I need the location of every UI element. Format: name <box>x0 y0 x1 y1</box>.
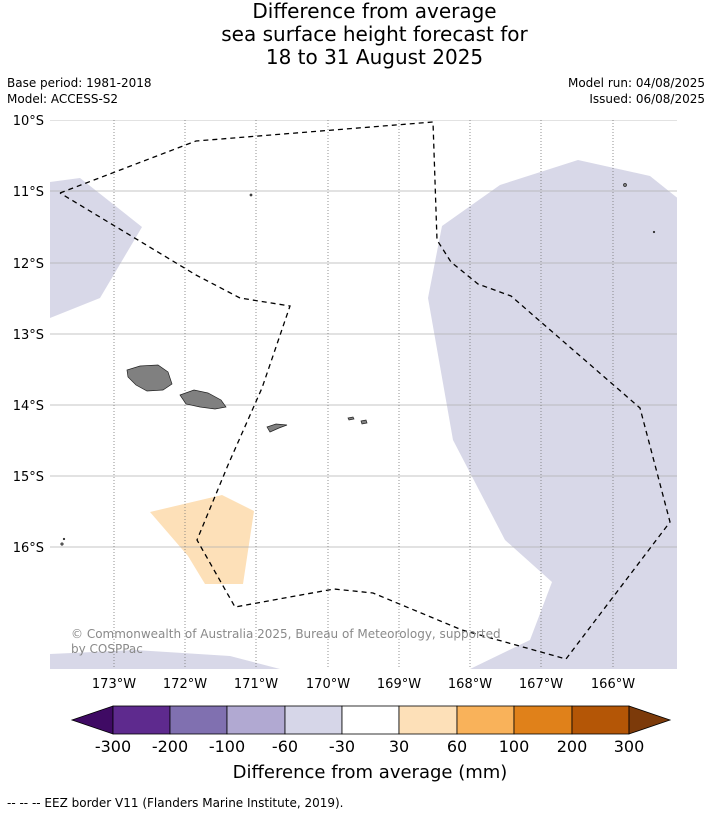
colorbar-segment <box>456 705 515 735</box>
lat-label: 10°S <box>13 114 44 129</box>
island-manua-1 <box>347 416 355 421</box>
island-small-2 <box>623 183 627 187</box>
island-small-5 <box>62 537 66 541</box>
copyright-line-2: by COSPPac <box>71 642 143 656</box>
lat-label: 12°S <box>13 257 44 272</box>
lon-label: 168°W <box>448 677 492 692</box>
lon-label: 173°W <box>92 677 136 692</box>
issued-date: Issued: 06/08/2025 <box>589 92 705 106</box>
colorbar-ticks: -300 -200 -100 -60 -30 30 60 100 200 300 <box>95 737 644 756</box>
title-line-1: Difference from average <box>252 0 497 23</box>
lon-label: 170°W <box>306 677 350 692</box>
colorbar-segment <box>112 705 171 735</box>
model-name: Model: ACCESS-S2 <box>7 92 119 106</box>
meta-left: Base period: 1981-2018 Model: ACCESS-S2 <box>7 75 152 107</box>
copyright-line-1: © Commonwealth of Australia 2025, Bureau… <box>71 627 501 641</box>
island-savaii <box>126 364 173 392</box>
colorbar-segment <box>341 705 400 735</box>
colorbar-label: Difference from average (mm) <box>233 762 508 783</box>
title-line-2: sea surface height forecast for <box>221 22 528 46</box>
colorbar-tick-label: -60 <box>272 737 298 756</box>
colorbar-segment <box>513 705 573 735</box>
lon-label: 172°W <box>163 677 207 692</box>
lat-label: 14°S <box>13 399 44 414</box>
lon-label: 171°W <box>234 677 278 692</box>
longitude-labels: 173°W 172°W 171°W 170°W 169°W 168°W 167°… <box>92 677 635 692</box>
eez-borders <box>59 121 671 660</box>
colorbar-tick-label: -100 <box>209 737 245 756</box>
colorbar-tick-label: 200 <box>557 737 588 756</box>
lon-label: 166°W <box>591 677 635 692</box>
colorbar-tick-label: 300 <box>614 737 645 756</box>
colorbar-tick-label: -300 <box>95 737 131 756</box>
colorbar-segment <box>398 705 458 735</box>
colorbar-segment <box>226 705 286 735</box>
island-manua-2 <box>360 419 368 425</box>
anomaly-region-west <box>50 178 142 318</box>
lat-label: 15°S <box>13 470 44 485</box>
eez-footnote: -- -- -- EEZ border V11 (Flanders Marine… <box>7 796 344 810</box>
lat-label: 11°S <box>13 185 44 200</box>
base-period: Base period: 1981-2018 <box>7 76 152 90</box>
colorbar-tick-label: -200 <box>152 737 188 756</box>
eez-border-samoa <box>59 121 671 660</box>
colorbar <box>70 705 672 735</box>
island-tutuila <box>266 423 288 433</box>
map-title: Difference from average sea surface heig… <box>0 0 713 69</box>
lat-label: 16°S <box>13 541 44 556</box>
anomaly-region-east <box>428 160 677 669</box>
lon-label: 167°W <box>519 677 563 692</box>
colorbar-segment <box>169 705 228 735</box>
colorbar-tick-label: 100 <box>499 737 530 756</box>
title-line-3: 18 to 31 August 2025 <box>265 45 484 69</box>
colorbar-tick-label: -30 <box>329 737 355 756</box>
latitude-labels: 10°S 11°S 12°S 13°S 14°S 15°S 16°S <box>13 114 44 556</box>
colorbar-extend-high <box>628 705 672 735</box>
colorbar-segment <box>571 705 630 735</box>
latitude-gridlines <box>50 120 677 548</box>
model-run: Model run: 04/08/2025 <box>567 76 705 90</box>
island-small-4 <box>60 542 64 546</box>
lat-label: 13°S <box>13 328 44 343</box>
meta-right: Model run: 04/08/2025 Issued: 06/08/2025 <box>568 75 705 107</box>
island-small-3 <box>652 230 656 234</box>
colorbar-tick-label: 30 <box>389 737 409 756</box>
island-small-1 <box>249 193 253 197</box>
anomaly-region-south <box>50 650 280 669</box>
land-islands <box>60 183 656 546</box>
anomaly-region-positive <box>150 495 254 584</box>
island-upolu <box>179 389 227 410</box>
colorbar-extend-low <box>70 705 114 735</box>
map-area: © Commonwealth of Australia 2025, Bureau… <box>50 120 677 669</box>
colorbar-tick-label: 60 <box>447 737 467 756</box>
colorbar-segment <box>284 705 343 735</box>
lon-label: 169°W <box>377 677 421 692</box>
